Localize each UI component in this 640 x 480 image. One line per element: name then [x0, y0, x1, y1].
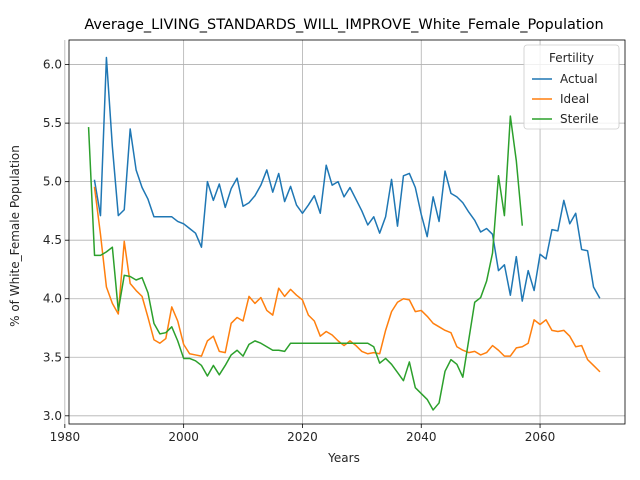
axes: 1980 2000 2020 2040 2060 3.0 3.5 4.0 4.5 5.0 5.5 6.… — [43, 39, 626, 444]
y-tick-label: 5.5 — [43, 116, 62, 130]
legend-label-actual: Actual — [560, 72, 598, 86]
series-line-sterile — [87, 115, 524, 411]
y-tick-label: 5.0 — [43, 175, 62, 189]
y-tick-label: 3.0 — [43, 409, 62, 423]
x-tick-label: 2020 — [287, 430, 318, 444]
plot-frame — [68, 39, 626, 425]
series-lines — [87, 56, 601, 411]
y-tick-label: 4.0 — [43, 292, 62, 306]
x-tick-label: 1980 — [50, 430, 81, 444]
y-axis-title: % of White_Female Population — [8, 145, 22, 327]
legend: Fertility Actual Ideal Sterile — [523, 44, 620, 130]
y-tick-label: 3.5 — [43, 350, 62, 364]
legend-label-ideal: Ideal — [560, 92, 589, 106]
x-tick-label: 2060 — [525, 430, 556, 444]
x-tick-label: 2040 — [406, 430, 437, 444]
chart-title: Average_LIVING_STANDARDS_WILL_IMPROVE_Wh… — [84, 17, 603, 33]
legend-title: Fertility — [549, 51, 594, 65]
series-line-actual — [93, 56, 601, 302]
y-tick-label: 6.0 — [43, 58, 62, 72]
y-tick-label: 4.5 — [43, 233, 62, 247]
legend-box — [523, 44, 620, 130]
x-tick-label: 2000 — [168, 430, 199, 444]
legend-label-sterile: Sterile — [560, 112, 599, 126]
x-axis-title: Years — [327, 451, 360, 465]
